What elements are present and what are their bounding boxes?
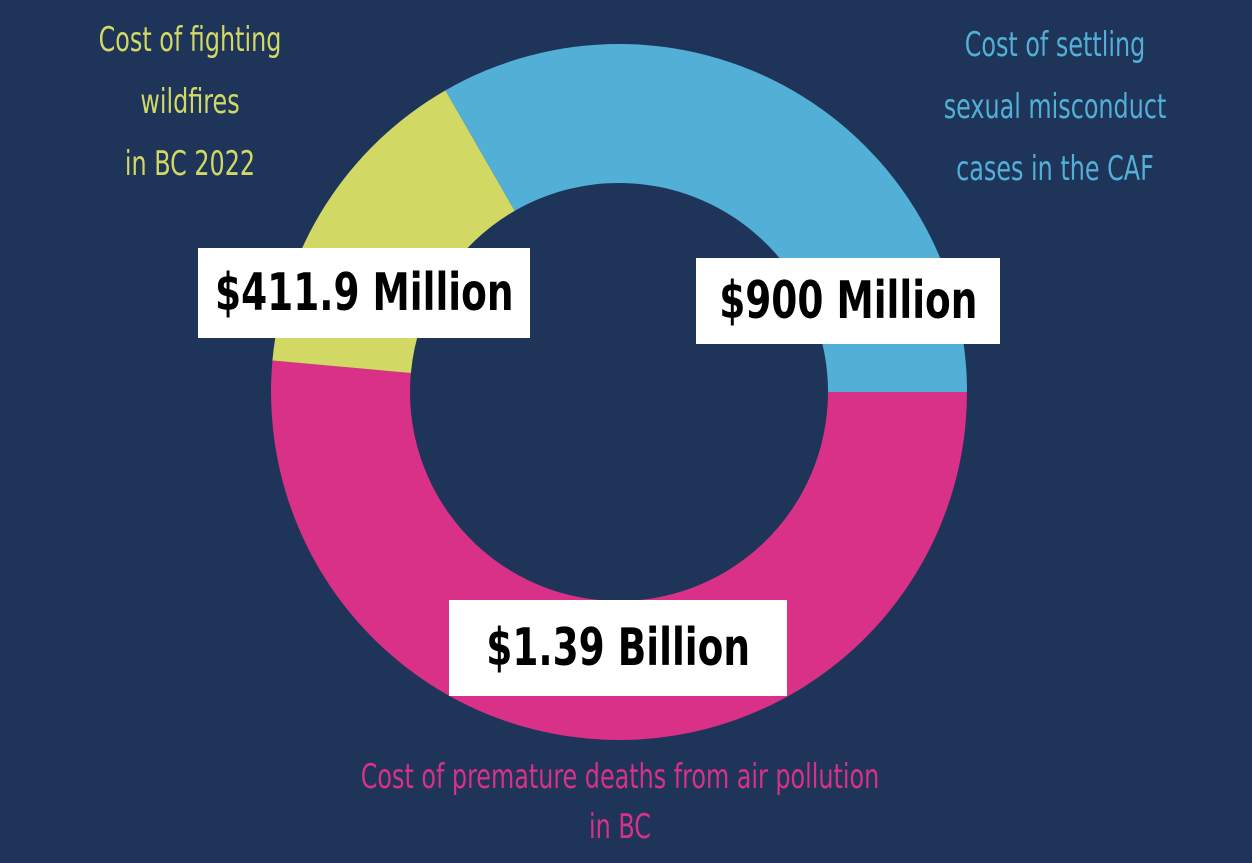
- value-label-pollution: $1.39 Billion: [449, 600, 787, 696]
- category-label-wildfires-line-2: wildfires: [140, 82, 240, 122]
- category-label-misconduct: Cost of settling sexual misconduct cases…: [919, 14, 1192, 200]
- category-label-wildfires-line-1: Cost of fighting: [98, 20, 282, 60]
- category-label-pollution: Cost of premature deaths from air pollut…: [292, 752, 947, 852]
- category-label-misconduct-line-1: Cost of settling: [964, 25, 1146, 65]
- value-label-misconduct-text: $900 Million: [718, 271, 978, 331]
- category-label-pollution-line-2: in BC: [589, 807, 651, 847]
- category-label-wildfires-line-3: in BC 2022: [124, 144, 256, 184]
- value-label-pollution-text: $1.39 Billion: [486, 618, 750, 678]
- value-label-wildfires: $411.9 Million: [198, 248, 530, 338]
- value-label-wildfires-text: $411.9 Million: [214, 263, 514, 323]
- category-label-wildfires: Cost of fighting wildfires in BC 2022: [73, 9, 307, 195]
- category-label-pollution-line-1: Cost of premature deaths from air pollut…: [360, 757, 880, 797]
- donut-slice-pollution: [271, 360, 968, 741]
- value-label-misconduct: $900 Million: [696, 258, 1000, 344]
- category-label-misconduct-line-3: cases in the CAF: [956, 149, 1154, 189]
- category-label-misconduct-line-2: sexual misconduct: [943, 87, 1167, 127]
